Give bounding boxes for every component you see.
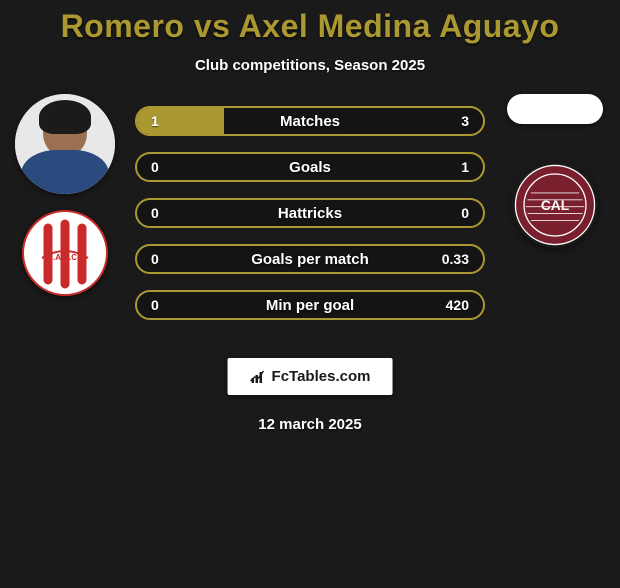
svg-text:CAL: CAL <box>541 198 569 213</box>
comparison-subtitle: Club competitions, Season 2025 <box>0 57 620 74</box>
stat-label: Hattricks <box>278 205 342 222</box>
stat-row: 1 Matches 3 <box>135 106 485 136</box>
stat-row: 0 Goals per match 0.33 <box>135 244 485 274</box>
stat-left-value: 0 <box>151 297 159 313</box>
right-player-avatar <box>507 94 603 124</box>
stat-fill-left <box>137 108 224 134</box>
comparison-title: Romero vs Axel Medina Aguayo <box>0 8 620 45</box>
stat-left-value: 0 <box>151 159 159 175</box>
stat-label: Matches <box>280 113 340 130</box>
left-player-avatar <box>15 94 115 194</box>
stat-pill-list: 1 Matches 3 0 Goals 1 0 Hattricks 0 0 Go… <box>135 106 485 320</box>
stat-left-value: 0 <box>151 251 159 267</box>
chart-icon <box>250 369 266 385</box>
stat-right-value: 3 <box>461 113 469 129</box>
stat-right-value: 0.33 <box>442 251 469 267</box>
svg-text:I.A.C.C.: I.A.C.C. <box>51 253 79 262</box>
comparison-date: 12 march 2025 <box>0 416 620 433</box>
stat-label: Min per goal <box>266 297 354 314</box>
stat-row: 0 Min per goal 420 <box>135 290 485 320</box>
stat-row: 0 Hattricks 0 <box>135 198 485 228</box>
stat-right-value: 1 <box>461 159 469 175</box>
stat-left-value: 0 <box>151 205 159 221</box>
stat-label: Goals per match <box>251 251 369 268</box>
stat-row: 0 Goals 1 <box>135 152 485 182</box>
right-club-badge: CAL <box>512 162 598 248</box>
stat-right-value: 420 <box>446 297 469 313</box>
left-player-column: I.A.C.C. <box>10 94 120 296</box>
left-club-badge: I.A.C.C. <box>22 210 108 296</box>
stat-left-value: 1 <box>151 113 159 129</box>
branding-text: FcTables.com <box>272 368 371 385</box>
stat-right-value: 0 <box>461 205 469 221</box>
right-player-column: CAL <box>500 94 610 248</box>
stat-label: Goals <box>289 159 331 176</box>
branding-badge: FcTables.com <box>228 358 393 395</box>
player-silhouette-icon <box>15 94 115 194</box>
